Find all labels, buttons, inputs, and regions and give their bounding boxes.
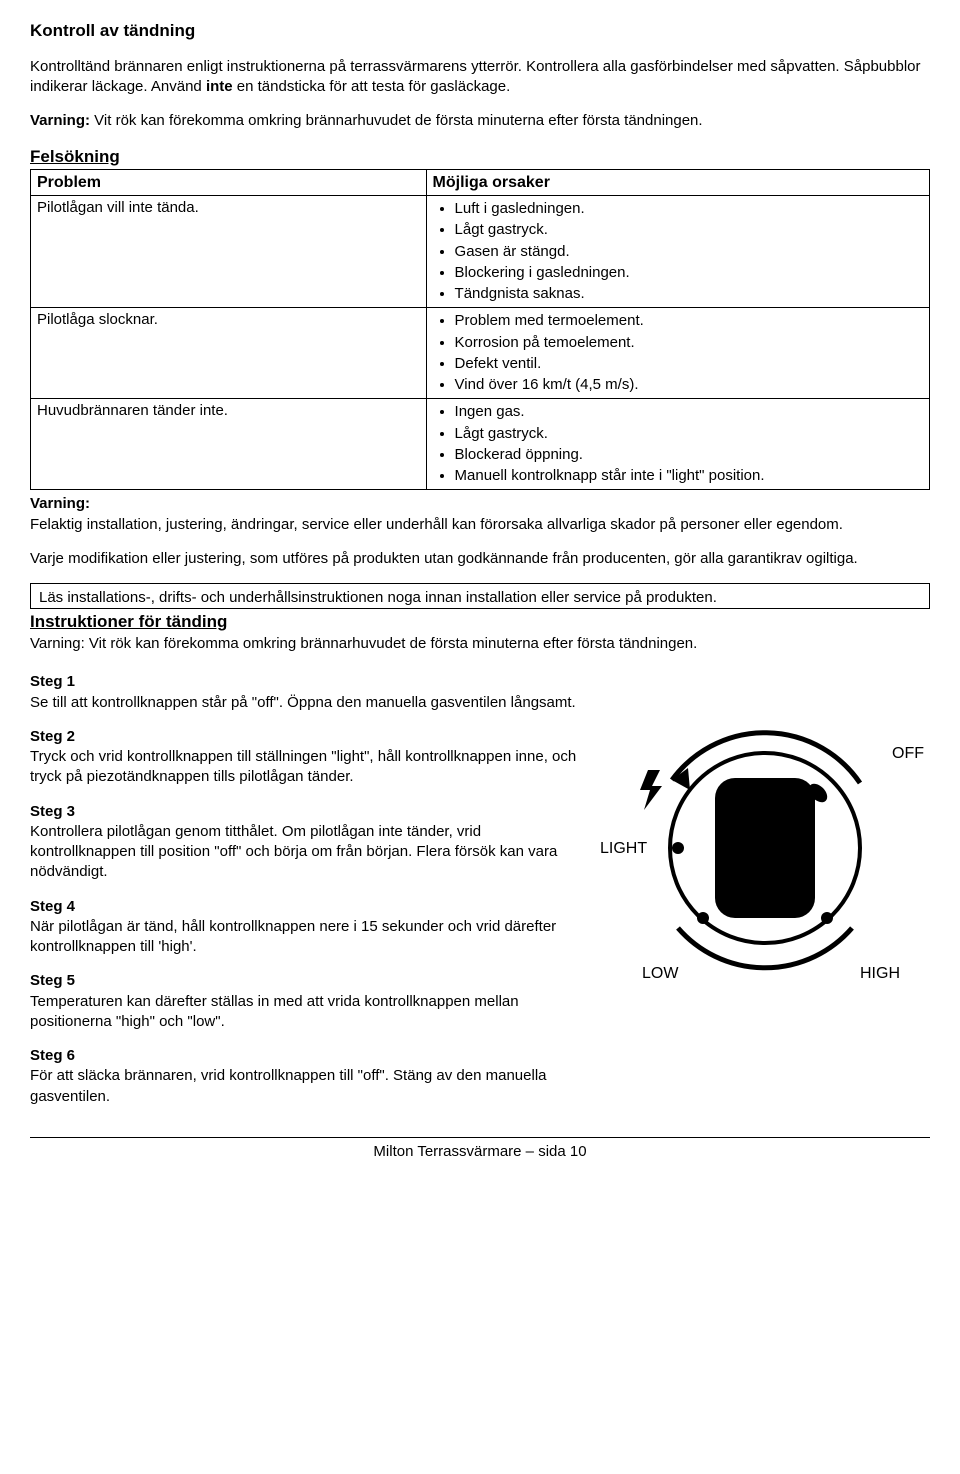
table-row: Huvudbrännaren tänder inte. Ingen gas. L… (31, 399, 930, 490)
step-heading: Steg 5 (30, 971, 580, 991)
step-heading: Steg 3 (30, 802, 580, 822)
warning-text-2: Felaktig installation, justering, ändrin… (30, 516, 843, 533)
list-item: Lågt gastryck. (455, 220, 923, 240)
ignition-instructions-title: Instruktioner för tänding (30, 611, 930, 634)
step-block: Steg 5 Temperaturen kan därefter ställas… (30, 971, 580, 1032)
instr-warning-text: Vit rök kan förekomma omkring brännarhuv… (85, 635, 698, 652)
step-text: Tryck och vrid kontrollknappen till stäl… (30, 747, 580, 788)
step-block: Steg 4 När pilotlågan är tänd, håll kont… (30, 897, 580, 958)
causes-cell: Ingen gas. Lågt gastryck. Blockerad öppn… (426, 399, 929, 490)
step-block: Steg 6 För att släcka brännaren, vrid ko… (30, 1046, 580, 1107)
intro-text-2: en tändsticka för att testa för gasläcka… (233, 78, 511, 95)
step-heading: Steg 1 (30, 672, 580, 692)
step-text: Temperaturen kan därefter ställas in med… (30, 992, 580, 1033)
list-item: Blockering i gasledningen. (455, 263, 923, 283)
step-text: Se till att kontrollknappen står på "off… (30, 693, 580, 713)
list-item: Gasen är stängd. (455, 242, 923, 262)
warning-label: Varning: (30, 635, 85, 652)
knob-svg: OFF LIGHT LOW HIGH (600, 678, 930, 1018)
knob-label-light: LIGHT (600, 840, 647, 857)
modification-paragraph: Varje modifikation eller justering, som … (30, 549, 930, 569)
page-footer: Milton Terrassvärmare – sida 10 (30, 1137, 930, 1162)
warning-text-1: Vit rök kan förekomma omkring brännarhuv… (90, 112, 703, 129)
table-header-problem: Problem (31, 169, 427, 196)
list-item: Korrosion på temoelement. (455, 333, 923, 353)
table-row: Pilotlåga slocknar. Problem med termoele… (31, 308, 930, 399)
intro-paragraph: Kontrolltänd brännaren enligt instruktio… (30, 57, 930, 98)
step-heading: Steg 2 (30, 727, 580, 747)
list-item: Ingen gas. (455, 402, 923, 422)
step-text: När pilotlågan är tänd, håll kontrollkna… (30, 917, 580, 958)
list-item: Vind över 16 km/t (4,5 m/s). (455, 375, 923, 395)
knob-diagram-column: OFF LIGHT LOW HIGH (600, 658, 930, 1024)
causes-cell: Problem med termoelement. Korrosion på t… (426, 308, 929, 399)
step-heading: Steg 6 (30, 1046, 580, 1066)
problem-cell: Pilotlågan vill inte tända. (31, 196, 427, 308)
box-text: Läs installations-, drifts- och underhål… (39, 589, 717, 606)
intro-bold-inte: inte (206, 78, 233, 95)
step-text: För att släcka brännaren, vrid kontrollk… (30, 1066, 580, 1107)
list-item: Lågt gastryck. (455, 424, 923, 444)
instr-warning: Varning: Vit rök kan förekomma omkring b… (30, 634, 930, 654)
warning-paragraph-1: Varning: Vit rök kan förekomma omkring b… (30, 111, 930, 131)
problem-cell: Huvudbrännaren tänder inte. (31, 399, 427, 490)
steps-column: Steg 1 Se till att kontrollknappen står … (30, 658, 580, 1107)
list-item: Manuell kontrolknapp står inte i "light"… (455, 466, 923, 486)
step-text: Kontrollera pilotlågan genom titthålet. … (30, 822, 580, 883)
problem-cell: Pilotlåga slocknar. (31, 308, 427, 399)
section-title-ignition-check: Kontroll av tändning (30, 20, 930, 43)
list-item: Blockerad öppning. (455, 445, 923, 465)
table-row: Pilotlågan vill inte tända. Luft i gasle… (31, 196, 930, 308)
warning-paragraph-2: Varning: Felaktig installation, justerin… (30, 494, 930, 535)
read-instructions-box: Läs installations-, drifts- och underhål… (30, 583, 930, 609)
list-item: Defekt ventil. (455, 354, 923, 374)
warning-label: Varning: (30, 112, 90, 129)
knob-label-low: LOW (642, 965, 679, 982)
step-block: Steg 1 Se till att kontrollknappen står … (30, 672, 580, 713)
step-block: Steg 3 Kontrollera pilotlågan genom titt… (30, 802, 580, 883)
list-item: Tändgnista saknas. (455, 284, 923, 304)
troubleshooting-table: Problem Möjliga orsaker Pilotlågan vill … (30, 169, 930, 491)
knob-label-high: HIGH (860, 965, 900, 982)
knob-label-off: OFF (892, 745, 924, 762)
step-heading: Steg 4 (30, 897, 580, 917)
list-item: Luft i gasledningen. (455, 199, 923, 219)
troubleshooting-title: Felsökning (30, 146, 930, 169)
control-knob-diagram: OFF LIGHT LOW HIGH (600, 678, 930, 1024)
table-header-causes: Möjliga orsaker (426, 169, 929, 196)
list-item: Problem med termoelement. (455, 311, 923, 331)
step-block: Steg 2 Tryck och vrid kontrollknappen ti… (30, 727, 580, 788)
warning-label: Varning: (30, 495, 90, 512)
causes-cell: Luft i gasledningen. Lågt gastryck. Gase… (426, 196, 929, 308)
